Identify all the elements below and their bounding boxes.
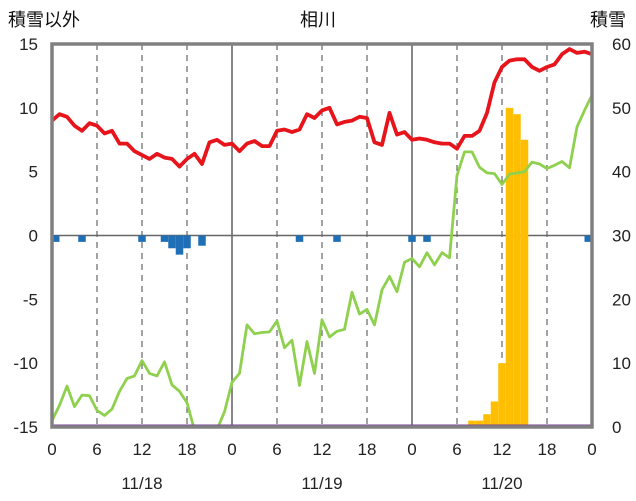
left-axis-label: 積雪以外: [8, 10, 80, 30]
snow-depth-bar: [498, 363, 506, 427]
snow-depth-bar: [475, 420, 484, 427]
x-tick-label: 12: [493, 440, 512, 459]
x-tick-label: 18: [538, 440, 557, 459]
left-axis-ticks: 15 10 5 0 -5 -10 -15: [13, 35, 38, 437]
date-label: 11/18: [121, 474, 162, 493]
snow-depth-bar: [513, 114, 521, 427]
x-tick-label: 0: [407, 440, 416, 459]
snow-depth-bar: [490, 401, 499, 427]
chart-title: 相川: [300, 10, 336, 30]
x-tick-label: 18: [178, 440, 197, 459]
x-tick-label: 6: [272, 440, 281, 459]
right-tick-label: 40: [612, 163, 631, 182]
grid: [52, 44, 592, 427]
x-tick-label: 12: [133, 440, 152, 459]
humidity-line: [52, 93, 592, 427]
left-tick-label: -10: [13, 354, 38, 373]
date-label: 11/19: [301, 474, 342, 493]
snow-depth-bar: [468, 420, 476, 427]
precipitation-bar: [408, 235, 416, 242]
precipitation-bar: [168, 235, 176, 249]
left-tick-label: -15: [13, 418, 38, 437]
snow-depth-bar: [505, 107, 514, 427]
precipitation-bar: [295, 235, 304, 242]
date-label: 11/20: [481, 474, 522, 493]
temperature-line: [52, 47, 592, 169]
snow-depth-bar: [520, 139, 529, 427]
x-tick-label: 0: [227, 440, 236, 459]
x-tick-label: 6: [92, 440, 101, 459]
snow-depth-bars: [468, 107, 529, 427]
left-tick-label: 10: [19, 99, 38, 118]
precipitation-bar: [160, 235, 169, 242]
right-tick-label: 50: [612, 99, 631, 118]
plot-frame: [50, 42, 594, 429]
x-tick-label: 18: [358, 440, 377, 459]
right-axis-ticks: 60 50 40 30 20 10 0: [612, 35, 631, 437]
right-axis-label: 積雪: [590, 10, 626, 30]
x-tick-label: 0: [587, 440, 596, 459]
plot-border: [50, 42, 594, 429]
precipitation-bar: [198, 235, 206, 246]
precipitation-bar: [78, 235, 86, 242]
left-tick-label: 15: [19, 35, 38, 54]
left-tick-label: 0: [29, 227, 38, 246]
precipitation-bar: [138, 235, 146, 242]
precipitation-bar: [584, 235, 592, 242]
x-tick-label: 12: [313, 440, 332, 459]
precipitation-bar: [52, 235, 60, 242]
right-tick-label: 0: [612, 418, 621, 437]
precipitation-bar: [175, 235, 184, 255]
right-tick-label: 20: [612, 290, 631, 309]
right-tick-label: 30: [612, 227, 631, 246]
precipitation-bar: [333, 235, 341, 242]
left-tick-label: 5: [29, 163, 38, 182]
date-labels: 11/18 11/19 11/20: [121, 474, 522, 493]
precipitation-bar: [423, 235, 431, 242]
precipitation-bar: [183, 235, 191, 249]
x-tick-label: 0: [47, 440, 56, 459]
snow-depth-bar: [483, 414, 491, 427]
precipitation-bars: [52, 235, 592, 255]
right-tick-label: 60: [612, 35, 631, 54]
right-tick-label: 10: [612, 354, 631, 373]
x-axis-ticks: 0 6 12 18 0 6 12 18 0 6 12 18 0: [47, 440, 596, 459]
left-tick-label: -5: [23, 290, 38, 309]
x-tick-label: 6: [452, 440, 461, 459]
